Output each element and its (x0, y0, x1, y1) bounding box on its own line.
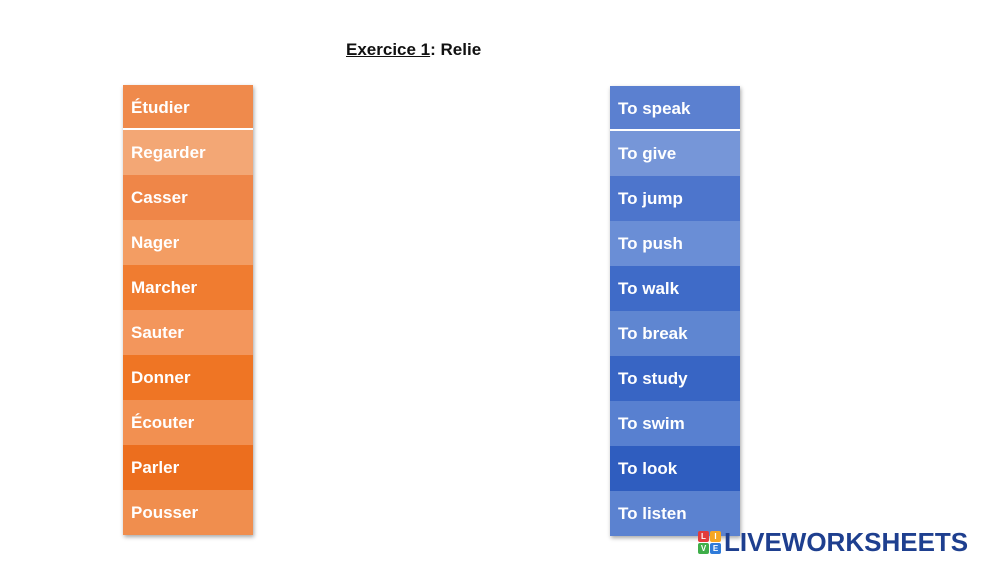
french-verb-item[interactable]: Marcher (123, 265, 253, 310)
french-verb-item[interactable]: Sauter (123, 310, 253, 355)
english-verb-item[interactable]: To study (610, 356, 740, 401)
liveworksheets-logo: L I V E LIVEWORKSHEETS (698, 526, 969, 557)
french-verb-item[interactable]: Étudier (123, 85, 253, 130)
english-verb-item[interactable]: To push (610, 221, 740, 266)
exercise-title: Exercice 1: Relie (346, 40, 481, 60)
exercise-instruction: : Relie (430, 40, 482, 59)
french-verb-item[interactable]: Parler (123, 445, 253, 490)
english-verb-item[interactable]: To speak (610, 86, 740, 131)
french-verbs-column: Étudier Regarder Casser Nager Marcher Sa… (123, 85, 253, 535)
french-verb-item[interactable]: Donner (123, 355, 253, 400)
english-verb-item[interactable]: To listen (610, 491, 740, 536)
english-verb-item[interactable]: To swim (610, 401, 740, 446)
french-verb-item[interactable]: Écouter (123, 400, 253, 445)
french-verb-item[interactable]: Pousser (123, 490, 253, 535)
english-verb-item[interactable]: To jump (610, 176, 740, 221)
french-verb-item[interactable]: Casser (123, 175, 253, 220)
logo-letter: V (698, 542, 709, 554)
logo-letter: I (710, 530, 721, 542)
english-verb-item[interactable]: To look (610, 446, 740, 491)
logo-text: LIVEWORKSHEETS (724, 526, 969, 557)
english-verb-item[interactable]: To give (610, 131, 740, 176)
exercise-number: Exercice 1 (346, 40, 431, 59)
english-verb-item[interactable]: To walk (610, 266, 740, 311)
english-verbs-column: To speak To give To jump To push To walk… (610, 86, 740, 536)
french-verb-item[interactable]: Regarder (123, 130, 253, 175)
logo-letter: E (710, 542, 721, 554)
logo-letter: L (698, 530, 709, 542)
english-verb-item[interactable]: To break (610, 311, 740, 356)
live-blocks-icon: L I V E (698, 530, 721, 554)
french-verb-item[interactable]: Nager (123, 220, 253, 265)
